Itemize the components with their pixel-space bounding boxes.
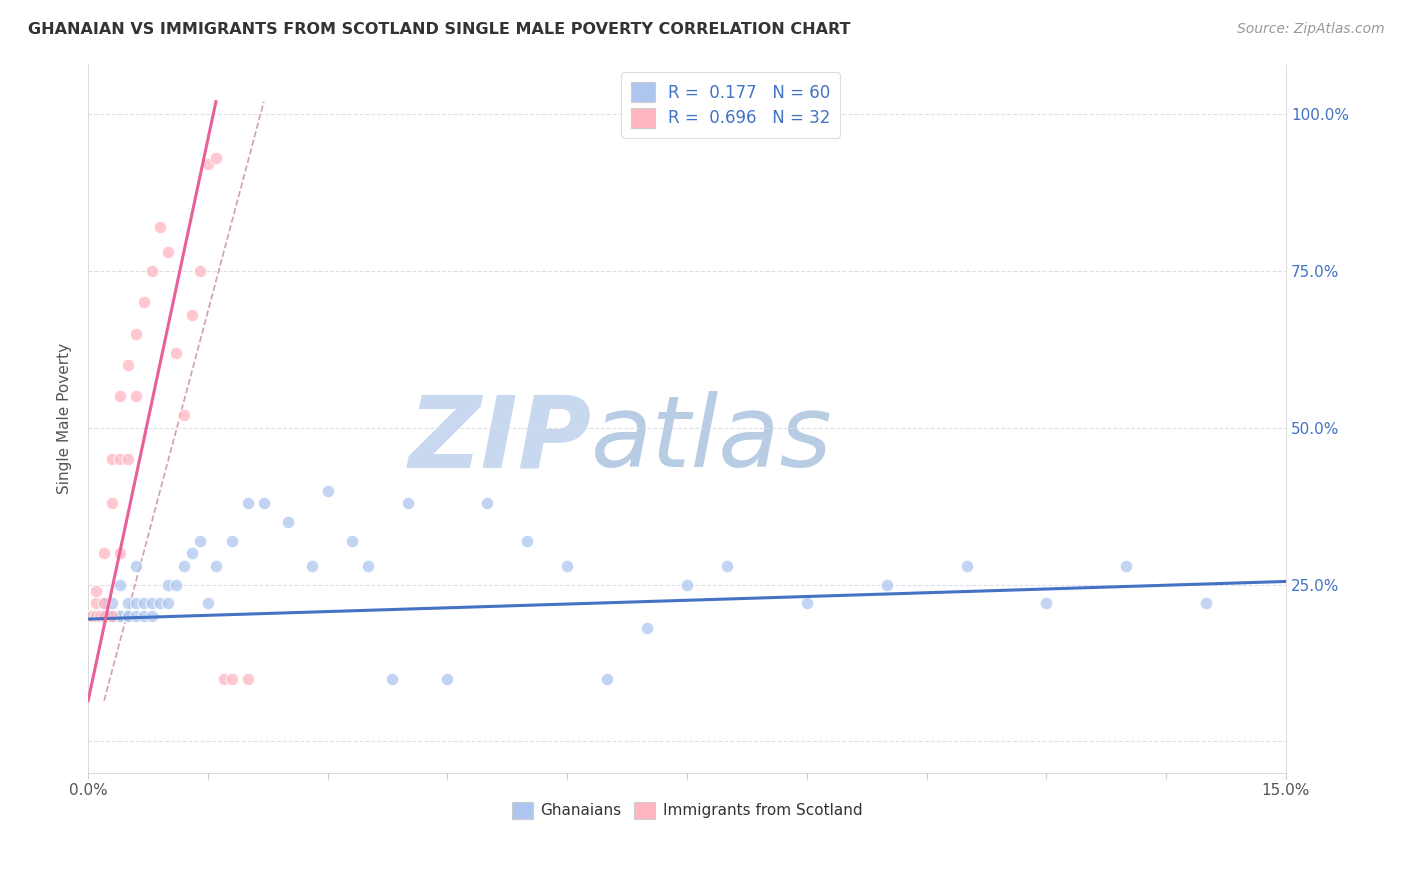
Point <box>82 609 104 624</box>
Text: Source: ZipAtlas.com: Source: ZipAtlas.com <box>1237 22 1385 37</box>
Legend: Ghanaians, Immigrants from Scotland: Ghanaians, Immigrants from Scotland <box>505 796 869 825</box>
Point <box>132 596 155 610</box>
Text: ZIP: ZIP <box>408 392 592 488</box>
Point <box>181 308 204 322</box>
Point <box>84 596 107 610</box>
Point <box>716 558 738 573</box>
Point <box>205 151 228 165</box>
Point <box>205 558 228 573</box>
Point <box>108 546 131 560</box>
Point <box>212 672 235 686</box>
Point <box>436 672 458 686</box>
Point <box>173 409 195 423</box>
Point <box>796 596 818 610</box>
Point <box>108 389 131 403</box>
Point <box>876 577 898 591</box>
Point <box>165 345 187 359</box>
Point <box>101 596 124 610</box>
Point <box>149 596 172 610</box>
Point <box>101 452 124 467</box>
Point <box>101 496 124 510</box>
Point <box>197 596 219 610</box>
Point <box>125 609 148 624</box>
Point <box>676 577 699 591</box>
Point <box>125 326 148 341</box>
Point <box>117 609 139 624</box>
Point <box>396 496 419 510</box>
Point <box>301 558 323 573</box>
Point <box>93 609 115 624</box>
Point <box>82 609 104 624</box>
Point <box>156 596 179 610</box>
Point <box>188 264 211 278</box>
Point <box>97 609 120 624</box>
Point <box>156 245 179 260</box>
Point <box>141 609 163 624</box>
Point <box>93 546 115 560</box>
Point <box>108 452 131 467</box>
Point <box>101 609 124 624</box>
Point <box>516 533 538 548</box>
Point <box>84 609 107 624</box>
Point <box>277 515 299 529</box>
Point <box>108 609 131 624</box>
Point <box>125 596 148 610</box>
Point <box>125 389 148 403</box>
Point <box>93 596 115 610</box>
Point <box>197 157 219 171</box>
Point <box>381 672 404 686</box>
Point <box>477 496 499 510</box>
Point <box>108 609 131 624</box>
Point <box>340 533 363 548</box>
Point <box>101 609 124 624</box>
Point <box>1035 596 1057 610</box>
Point <box>89 609 111 624</box>
Point <box>173 558 195 573</box>
Point <box>117 609 139 624</box>
Point <box>221 533 243 548</box>
Point <box>125 558 148 573</box>
Point <box>84 609 107 624</box>
Point <box>84 583 107 598</box>
Point <box>93 596 115 610</box>
Point <box>132 295 155 310</box>
Point <box>955 558 977 573</box>
Point <box>156 577 179 591</box>
Point <box>181 546 204 560</box>
Point <box>149 220 172 235</box>
Point <box>165 577 187 591</box>
Point <box>84 609 107 624</box>
Point <box>84 609 107 624</box>
Point <box>636 622 658 636</box>
Point <box>117 452 139 467</box>
Point <box>253 496 276 510</box>
Point <box>188 533 211 548</box>
Point <box>79 609 101 624</box>
Point <box>108 577 131 591</box>
Point <box>236 672 259 686</box>
Point <box>141 264 163 278</box>
Point <box>1115 558 1137 573</box>
Point <box>221 672 243 686</box>
Point <box>93 609 115 624</box>
Point <box>596 672 619 686</box>
Y-axis label: Single Male Poverty: Single Male Poverty <box>58 343 72 494</box>
Point <box>117 358 139 372</box>
Text: atlas: atlas <box>592 392 832 488</box>
Point <box>93 596 115 610</box>
Point <box>89 609 111 624</box>
Point <box>93 609 115 624</box>
Point <box>101 609 124 624</box>
Point <box>1195 596 1218 610</box>
Point <box>316 483 339 498</box>
Point <box>555 558 578 573</box>
Text: GHANAIAN VS IMMIGRANTS FROM SCOTLAND SINGLE MALE POVERTY CORRELATION CHART: GHANAIAN VS IMMIGRANTS FROM SCOTLAND SIN… <box>28 22 851 37</box>
Point <box>117 596 139 610</box>
Point <box>141 596 163 610</box>
Point <box>356 558 378 573</box>
Point <box>101 609 124 624</box>
Point <box>236 496 259 510</box>
Point <box>132 609 155 624</box>
